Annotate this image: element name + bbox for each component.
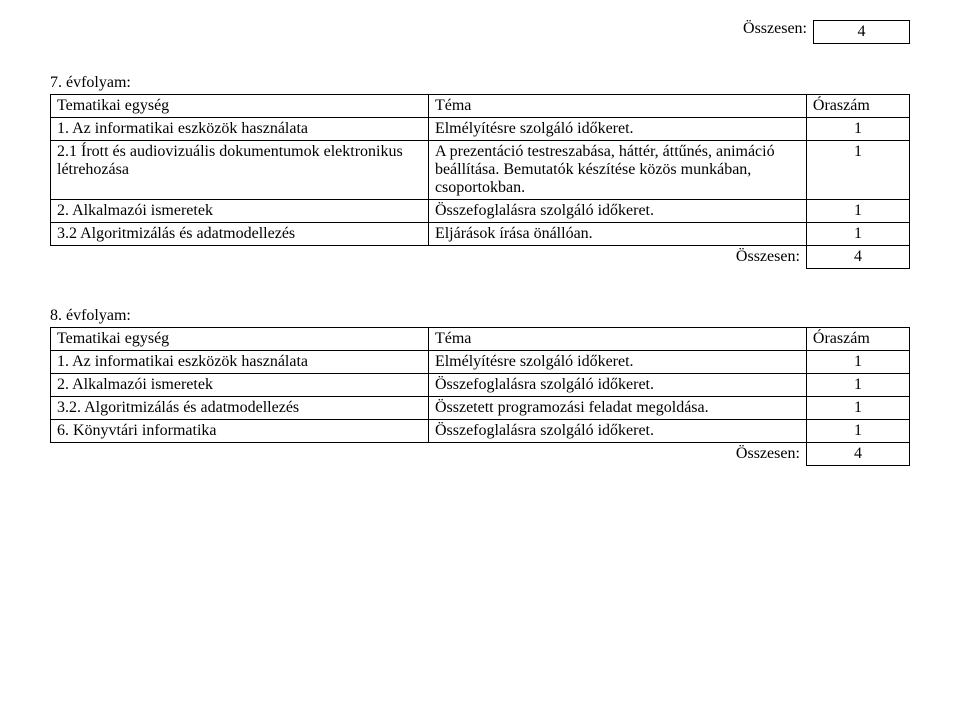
table-total-row: Összesen: 4 — [51, 246, 910, 269]
table-total-row: Összesen: 4 — [51, 443, 910, 466]
cell: 1 — [806, 200, 909, 223]
cell: Összetett programozási feladat megoldása… — [428, 397, 806, 420]
table-header-row: Tematikai egység Téma Óraszám — [51, 328, 910, 351]
cell: 1. Az informatikai eszközök használata — [51, 351, 429, 374]
top-total-label: Összesen: — [697, 20, 813, 44]
total-value: 4 — [806, 443, 909, 466]
header-cell: Óraszám — [806, 328, 909, 351]
cell: 1 — [806, 351, 909, 374]
table-row: 6. Könyvtári informatika Összefoglalásra… — [51, 420, 910, 443]
table-header-row: Tematikai egység Téma Óraszám — [51, 95, 910, 118]
header-cell: Téma — [428, 95, 806, 118]
cell: Eljárások írása önállóan. — [428, 223, 806, 246]
cell: Összefoglalásra szolgáló időkeret. — [428, 374, 806, 397]
table-row: 2. Alkalmazói ismeretek Összefoglalásra … — [51, 374, 910, 397]
cell: 2.1 Írott és audiovizuális dokumentumok … — [51, 141, 429, 200]
grade7-table: Tematikai egység Téma Óraszám 1. Az info… — [50, 94, 910, 269]
total-value: 4 — [806, 246, 909, 269]
cell: 1 — [806, 397, 909, 420]
cell: Összefoglalásra szolgáló időkeret. — [428, 200, 806, 223]
cell: 3.2 Algoritmizálás és adatmodellezés — [51, 223, 429, 246]
cell: 1 — [806, 141, 909, 200]
grade7-heading: 7. évfolyam: — [50, 74, 910, 92]
cell: Összefoglalásra szolgáló időkeret. — [428, 420, 806, 443]
header-cell: Óraszám — [806, 95, 909, 118]
cell: 1 — [806, 374, 909, 397]
cell: 3.2. Algoritmizálás és adatmodellezés — [51, 397, 429, 420]
grade8-heading: 8. évfolyam: — [50, 307, 910, 325]
grade8-table: Tematikai egység Téma Óraszám 1. Az info… — [50, 327, 910, 466]
cell: 1 — [806, 223, 909, 246]
cell: 1. Az informatikai eszközök használata — [51, 118, 429, 141]
top-total-value: 4 — [813, 20, 910, 44]
cell: 6. Könyvtári informatika — [51, 420, 429, 443]
header-cell: Tematikai egység — [51, 328, 429, 351]
cell: Elmélyítésre szolgáló időkeret. — [428, 118, 806, 141]
table-row: 3.2. Algoritmizálás és adatmodellezés Ös… — [51, 397, 910, 420]
cell: A prezentáció testreszabása, háttér, átt… — [428, 141, 806, 200]
cell: Elmélyítésre szolgáló időkeret. — [428, 351, 806, 374]
total-label: Összesen: — [51, 443, 807, 466]
total-label: Összesen: — [51, 246, 807, 269]
top-total-row: Összesen: 4 — [50, 20, 910, 44]
cell: 1 — [806, 420, 909, 443]
cell: 2. Alkalmazói ismeretek — [51, 374, 429, 397]
table-row: 2. Alkalmazói ismeretek Összefoglalásra … — [51, 200, 910, 223]
cell: 1 — [806, 118, 909, 141]
table-row: 3.2 Algoritmizálás és adatmodellezés Elj… — [51, 223, 910, 246]
header-cell: Tematikai egység — [51, 95, 429, 118]
cell: 2. Alkalmazói ismeretek — [51, 200, 429, 223]
header-cell: Téma — [428, 328, 806, 351]
table-row: 1. Az informatikai eszközök használata E… — [51, 351, 910, 374]
table-row: 1. Az informatikai eszközök használata E… — [51, 118, 910, 141]
table-row: 2.1 Írott és audiovizuális dokumentumok … — [51, 141, 910, 200]
